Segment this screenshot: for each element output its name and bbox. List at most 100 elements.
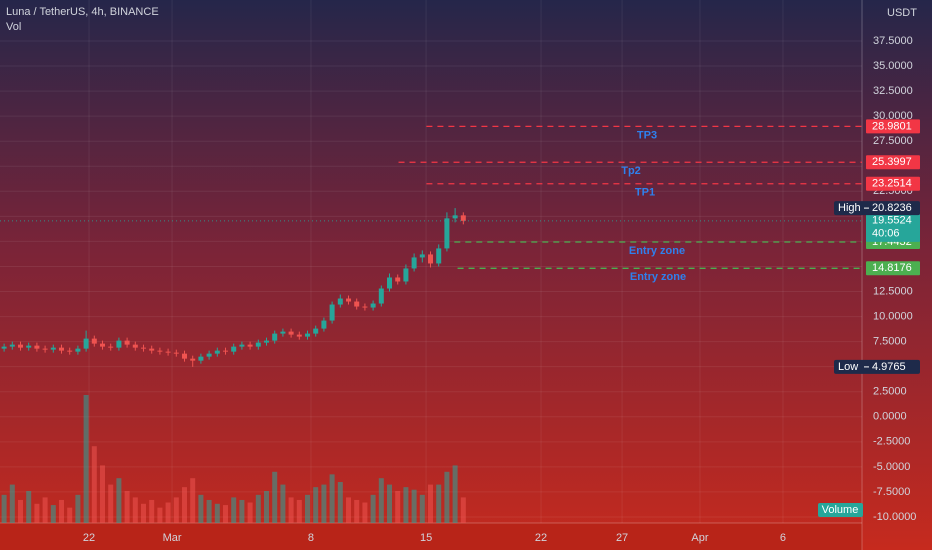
- volume-bar: [26, 491, 32, 523]
- price-tag: [866, 155, 920, 170]
- candle-body: [116, 340, 122, 348]
- candle-body: [34, 345, 40, 349]
- candle-body: [83, 338, 89, 349]
- candle-body: [141, 347, 147, 349]
- volume-bar: [460, 497, 466, 523]
- volume-bar: [206, 499, 212, 523]
- level-label: Tp2: [621, 165, 641, 177]
- level-label: Entry zone: [630, 271, 686, 283]
- price-tag: [866, 176, 920, 191]
- x-tick-label: 22: [535, 532, 547, 544]
- volume-bar: [59, 499, 65, 523]
- volume-bar: [337, 482, 343, 523]
- candle-body: [223, 350, 229, 352]
- candle-body: [132, 344, 138, 348]
- candle-body: [1, 346, 7, 349]
- candle-body: [255, 342, 261, 347]
- candle-body: [190, 358, 196, 361]
- y-tick-label: 27.5000: [873, 135, 913, 147]
- candle-body: [395, 277, 401, 282]
- countdown: 40:06: [872, 228, 900, 240]
- candle-body: [305, 333, 311, 337]
- x-tick-label: 15: [420, 532, 432, 544]
- volume-bar: [387, 484, 393, 523]
- volume-bar: [370, 494, 376, 523]
- volume-bar: [34, 503, 40, 523]
- price-tag: [866, 119, 920, 134]
- y-tick-label: 0.0000: [873, 411, 907, 423]
- candle-body: [100, 343, 106, 347]
- price-tag-label: 14.8176: [872, 262, 912, 274]
- y-tick-label: 7.5000: [873, 336, 907, 348]
- volume-bar: [395, 491, 401, 523]
- candle-body: [288, 331, 294, 335]
- low-tag-label: Low: [838, 361, 858, 373]
- high-tag-label: High: [838, 202, 861, 214]
- candle-body: [149, 348, 155, 351]
- candle-body: [362, 306, 368, 308]
- candle-body: [9, 344, 15, 347]
- candle-body: [444, 218, 450, 249]
- low-tag: [834, 359, 920, 374]
- volume-bar: [411, 489, 417, 523]
- volume-bar: [108, 484, 114, 523]
- candle-body: [206, 353, 212, 357]
- volume-bar: [1, 494, 7, 523]
- candle-body: [67, 350, 73, 352]
- volume-bar: [346, 497, 352, 523]
- volume-bar: [190, 478, 196, 523]
- volume-bar: [231, 497, 237, 523]
- candle-body: [272, 333, 278, 341]
- candle-body: [50, 347, 56, 350]
- x-tick-label: 22: [83, 532, 95, 544]
- y-tick-label: -10.0000: [873, 511, 916, 523]
- candle-body: [321, 320, 327, 329]
- price-tag-label: 23.2514: [872, 178, 912, 190]
- candle-body: [337, 298, 343, 305]
- volume-bar: [9, 484, 15, 523]
- volume-bar: [42, 497, 48, 523]
- volume-bar: [264, 491, 270, 523]
- candle-body: [428, 254, 434, 264]
- y-tick-label: 10.0000: [873, 310, 913, 322]
- x-tick-label: 27: [616, 532, 628, 544]
- candle-body: [452, 215, 458, 219]
- volume-bar: [165, 502, 171, 523]
- volume-bar: [288, 497, 294, 523]
- candle-body: [460, 215, 466, 221]
- candle-body: [370, 303, 376, 308]
- candle-body: [378, 288, 384, 304]
- candle-body: [173, 352, 179, 354]
- candle-body: [411, 257, 417, 269]
- y-tick-label: 32.5000: [873, 85, 913, 97]
- candle-body: [59, 347, 65, 351]
- volume-bar: [198, 494, 204, 523]
- volume-bar: [116, 478, 122, 523]
- candle-body: [247, 344, 253, 347]
- volume-bar: [132, 497, 138, 523]
- volume-bar: [91, 446, 97, 523]
- high-tag-value: 20.8236: [872, 202, 912, 214]
- candle-body: [280, 331, 286, 334]
- y-tick-label: 2.5000: [873, 386, 907, 398]
- volume-bar: [182, 487, 188, 523]
- volume-bar: [50, 505, 56, 523]
- volume-bar: [419, 494, 425, 523]
- level-label: TP1: [635, 187, 655, 199]
- volume-bar: [444, 471, 450, 523]
- low-tag-value: 4.9765: [872, 361, 906, 373]
- volume-bar: [214, 503, 220, 523]
- candle-body: [108, 346, 114, 348]
- y-tick-label: 30.0000: [873, 110, 913, 122]
- volume-bar: [354, 499, 360, 523]
- y-tick-label: -5.0000: [873, 461, 910, 473]
- candle-body: [75, 348, 81, 352]
- chart-title: Luna / TetherUS, 4h, BINANCE: [6, 6, 159, 18]
- price-tag-label: 19.5524: [872, 215, 912, 227]
- candle-body: [329, 304, 335, 321]
- candle-body: [387, 277, 393, 289]
- candle-body: [296, 334, 302, 337]
- volume-bar: [247, 502, 253, 523]
- volume-bar: [313, 487, 319, 523]
